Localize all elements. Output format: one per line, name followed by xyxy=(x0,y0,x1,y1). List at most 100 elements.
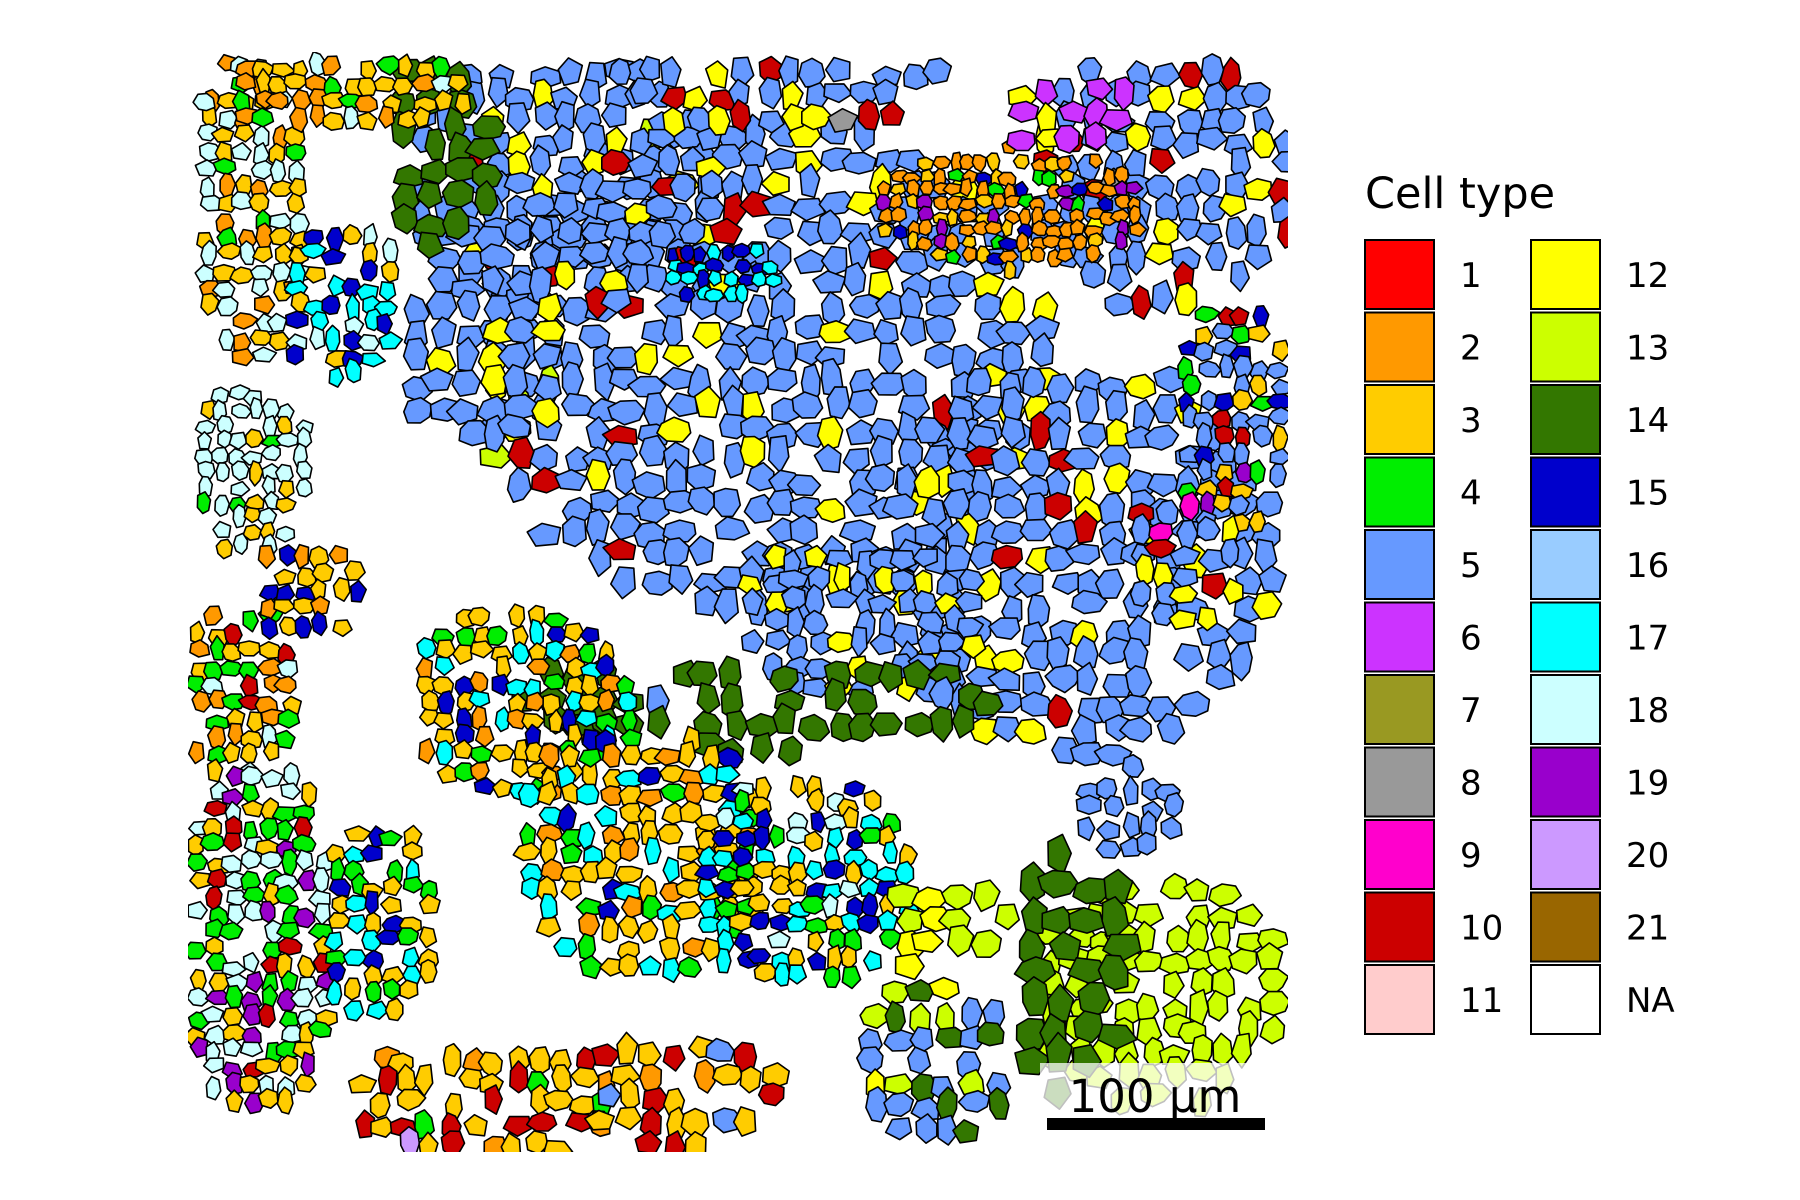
cell-type-15 xyxy=(294,615,313,639)
cell-type-14 xyxy=(1103,868,1134,905)
cell-type-6 xyxy=(1053,124,1080,154)
cell-type-2 xyxy=(959,177,973,198)
cell-type-3 xyxy=(619,802,642,824)
cell-type-4 xyxy=(218,921,244,941)
legend-label-18: 18 xyxy=(1626,691,1669,731)
cell-type-3 xyxy=(418,926,438,949)
cell-type-5 xyxy=(1265,361,1288,380)
cell-type-5 xyxy=(889,549,917,572)
cell-type-4 xyxy=(716,865,739,884)
cell-type-3 xyxy=(304,266,327,284)
cell-type-5 xyxy=(761,193,797,217)
cell-type-5 xyxy=(1152,394,1180,424)
cell-type-12 xyxy=(530,319,566,342)
cell-type-4 xyxy=(281,848,298,877)
cell-type-17 xyxy=(299,242,327,260)
cell-type-15 xyxy=(260,616,279,641)
cell-type-10 xyxy=(525,1111,558,1132)
cell-type-18 xyxy=(216,296,239,317)
cell-type-9 xyxy=(1148,522,1174,545)
cell-type-14 xyxy=(797,713,831,742)
legend-label-8: 8 xyxy=(1460,764,1482,804)
cell-type-14 xyxy=(884,1000,907,1034)
cell-type-2 xyxy=(958,153,975,171)
cell-type-3 xyxy=(451,644,473,666)
cell-type-17 xyxy=(750,270,768,288)
cell-type-3 xyxy=(844,859,863,886)
cell-type-18 xyxy=(232,532,249,556)
cell-type-14 xyxy=(424,128,447,161)
cell-type-3 xyxy=(1012,153,1030,170)
cell-type-4 xyxy=(375,55,403,76)
cell-type-5 xyxy=(816,209,844,245)
cell-type-3 xyxy=(454,92,472,116)
cell-type-18 xyxy=(217,429,233,449)
cell-type-17 xyxy=(761,260,779,276)
cell-type-2 xyxy=(932,155,952,171)
cell-type-4 xyxy=(251,107,275,128)
cell-type-12 xyxy=(1153,217,1179,246)
cell-type-13 xyxy=(1183,878,1210,902)
cell-type-18 xyxy=(188,900,208,920)
cell-type-5 xyxy=(966,424,999,452)
cell-type-5 xyxy=(1104,292,1137,317)
cell-type-4 xyxy=(285,143,307,162)
cell-type-14 xyxy=(420,158,453,185)
cell-type-3 xyxy=(343,560,366,582)
cell-type-2 xyxy=(1004,194,1022,209)
cell-type-18 xyxy=(239,1041,264,1058)
cell-type-5 xyxy=(1173,690,1211,718)
cell-type-5 xyxy=(1220,537,1240,569)
cell-type-17 xyxy=(574,709,598,728)
cell-type-3 xyxy=(507,603,526,629)
cell-type-4 xyxy=(841,965,862,990)
cell-type-4 xyxy=(486,625,508,647)
legend-swatch-20 xyxy=(1530,819,1601,890)
cell-type-17 xyxy=(435,739,454,766)
legend: Cell type 123456789101112131415161718192… xyxy=(1364,169,1675,1035)
legend-label-3: 3 xyxy=(1460,401,1482,441)
cell-type-2 xyxy=(998,249,1020,264)
cell-type-15 xyxy=(328,878,352,897)
cell-type-15 xyxy=(637,766,662,786)
cell-type-18 xyxy=(211,281,236,299)
cell-type-6 xyxy=(1006,129,1036,152)
cell-type-5 xyxy=(957,1089,991,1113)
cell-type-3 xyxy=(322,111,346,131)
cell-type-5 xyxy=(757,110,785,134)
cell-type-5 xyxy=(767,434,790,474)
cell-type-12 xyxy=(506,131,533,158)
cell-type-4 xyxy=(378,829,403,847)
cell-type-14 xyxy=(988,1086,1010,1120)
cell-type-3 xyxy=(188,834,204,857)
cell-type-2 xyxy=(1041,234,1063,249)
cell-type-12 xyxy=(1143,242,1175,266)
cell-type-10 xyxy=(664,1130,687,1152)
cell-type-5 xyxy=(867,593,898,614)
cell-type-5 xyxy=(456,250,488,275)
cell-type-12 xyxy=(1252,127,1276,159)
cell-type-14 xyxy=(464,137,501,161)
cell-type-3 xyxy=(309,578,327,601)
cell-type-5 xyxy=(1125,240,1147,276)
cell-type-15 xyxy=(546,626,568,643)
cell-type-5 xyxy=(597,1082,622,1108)
cell-type-10 xyxy=(634,1130,663,1152)
cell-type-2 xyxy=(1128,221,1148,238)
cell-type-18 xyxy=(230,191,253,211)
cell-type-2 xyxy=(1043,209,1062,225)
cell-type-14 xyxy=(441,179,475,209)
cell-type-3 xyxy=(237,640,262,657)
cell-type-3 xyxy=(1231,388,1254,412)
cell-type-18 xyxy=(295,477,313,498)
cell-type-19 xyxy=(1125,180,1144,195)
cell-type-2 xyxy=(890,205,908,223)
cell-type-5 xyxy=(1172,132,1200,160)
cell-type-12 xyxy=(662,344,695,368)
cell-type-18 xyxy=(294,849,314,872)
cell-type-5 xyxy=(1160,816,1183,840)
cell-type-2 xyxy=(1069,218,1086,236)
cell-type-18 xyxy=(283,761,301,787)
cell-type-5 xyxy=(823,83,853,104)
